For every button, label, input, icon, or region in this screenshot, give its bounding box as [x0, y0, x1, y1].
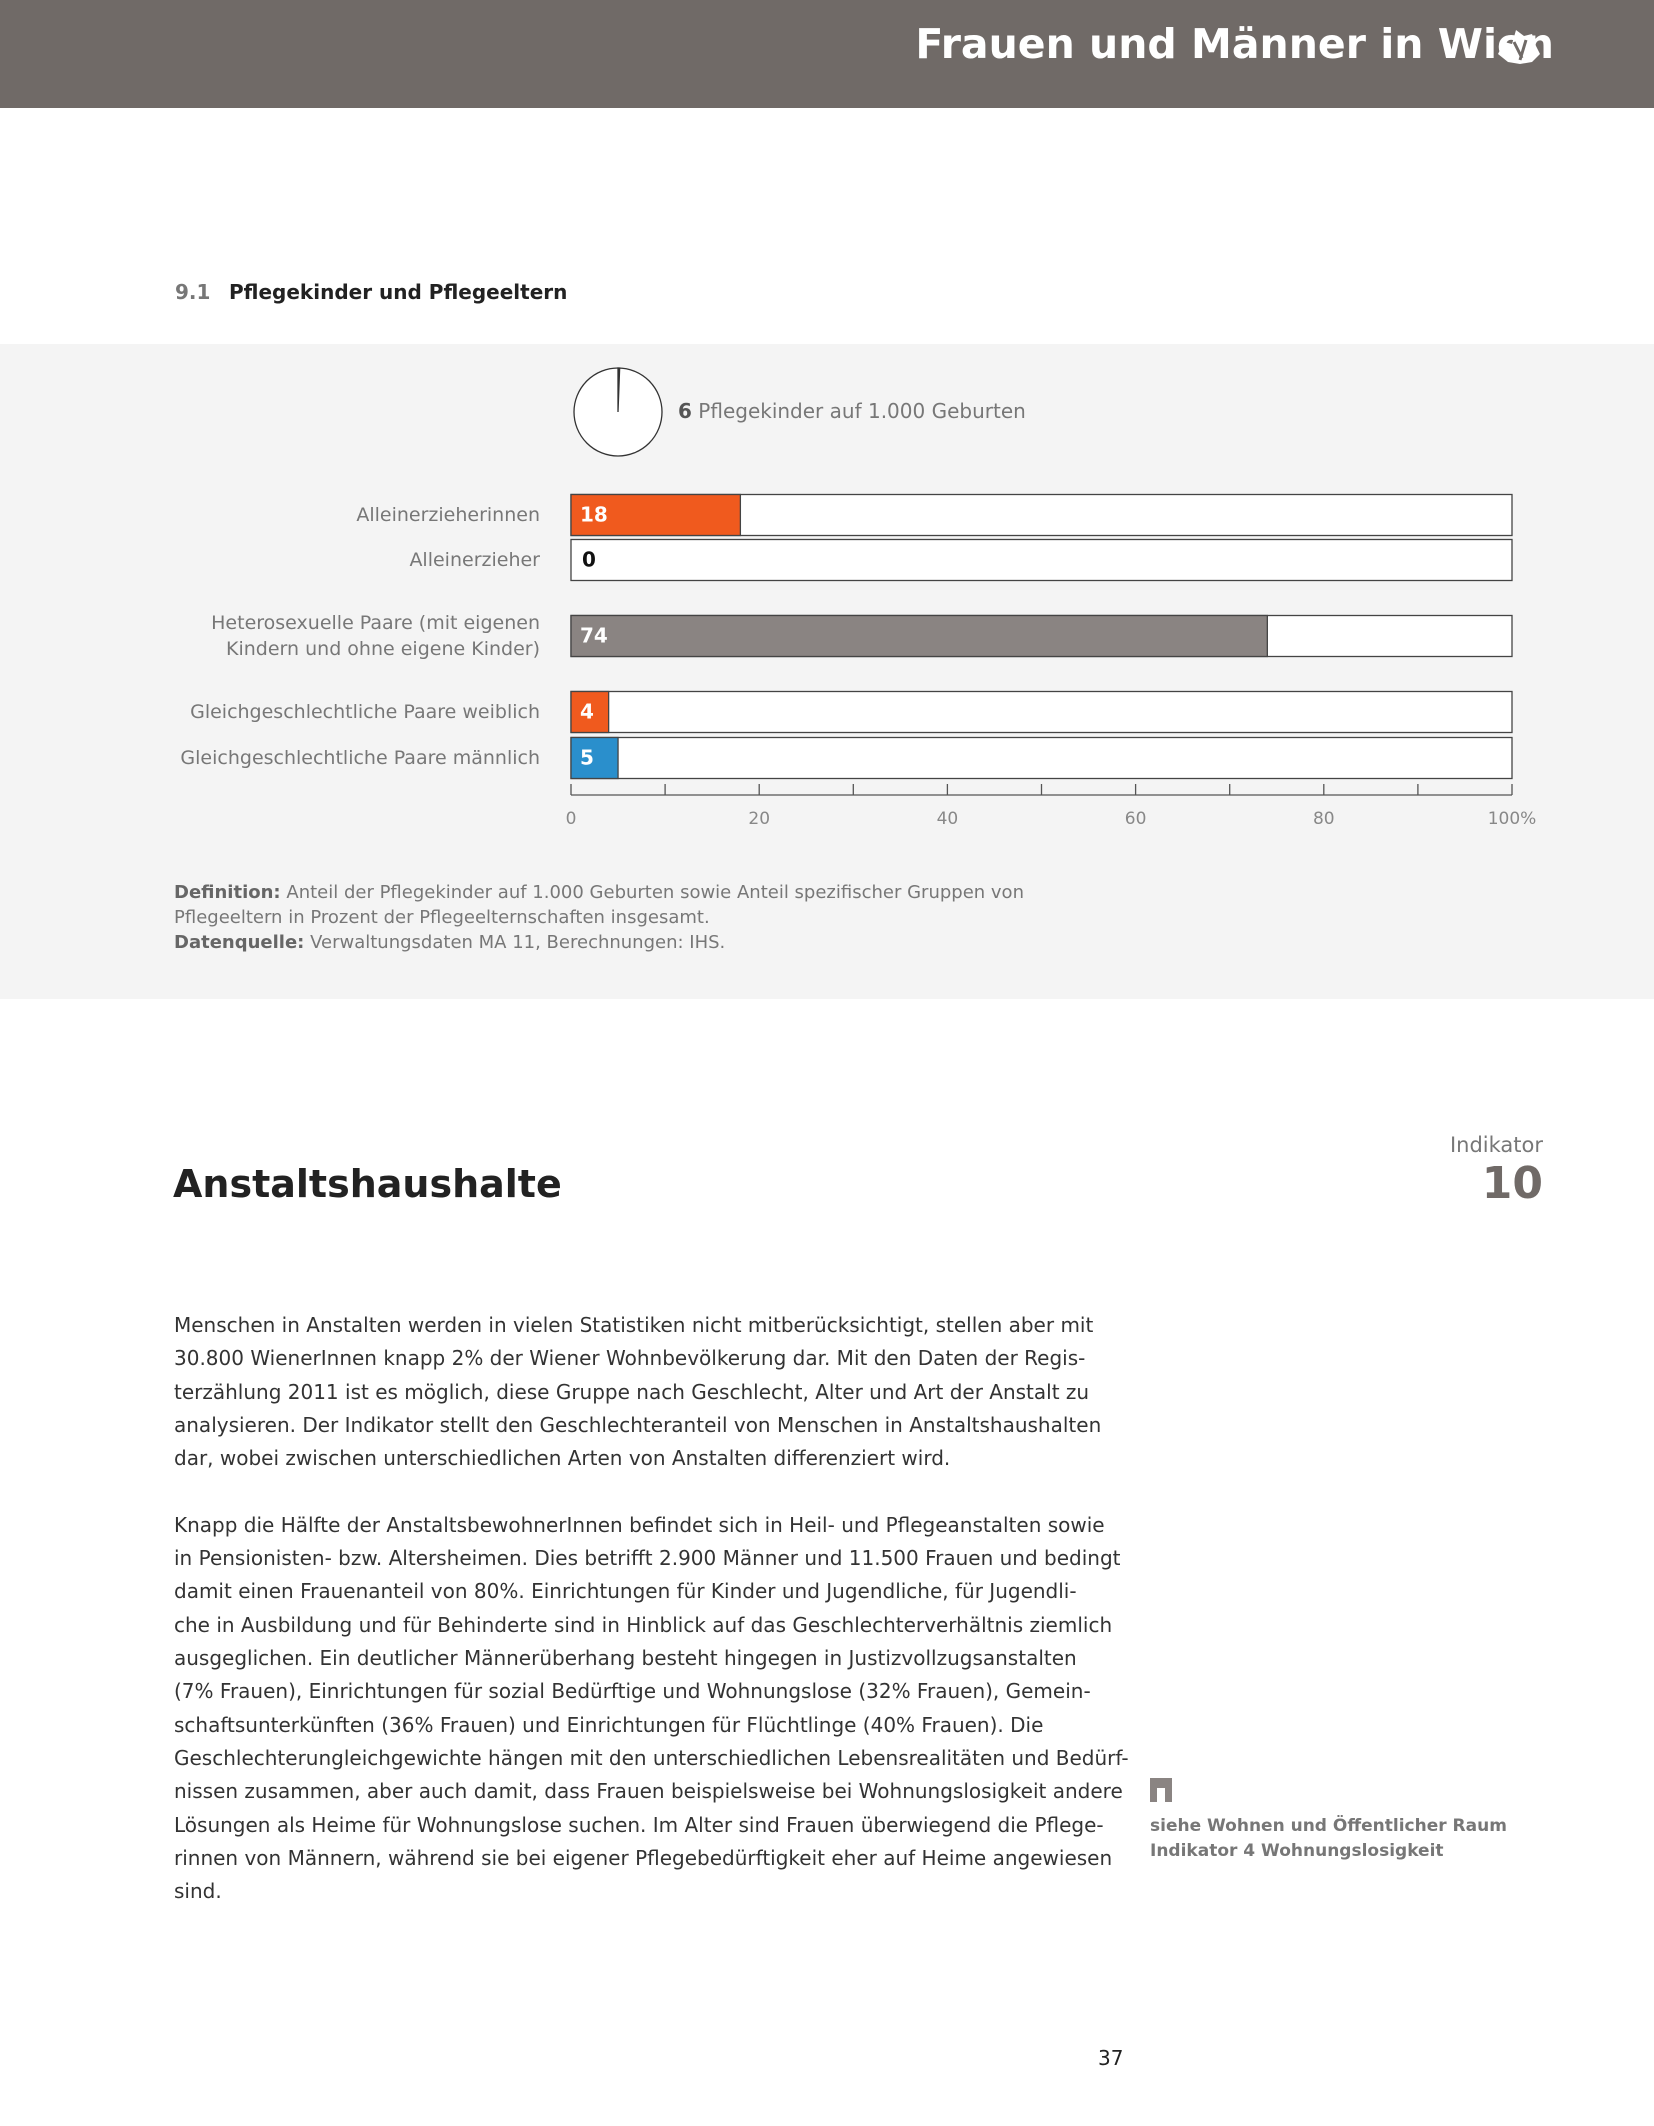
pie-slice	[617, 367, 621, 413]
category-label: Heterosexuelle Paare (mit eigenen Kinder…	[211, 612, 540, 660]
sidebar-line: siehe Wohnen und Öffentlicher Raum	[1150, 1816, 1507, 1836]
body-line: ausgeglichen. Ein deutlicher Männerüberh…	[174, 1646, 1077, 1670]
body-line: (7% Frauen), Einrichtungen für sozial Be…	[174, 1679, 1091, 1704]
section-number: 9.1	[175, 280, 211, 304]
x-tick-label: 0	[566, 809, 577, 829]
body-line: in Pensionisten- bzw. Altersheimen. Dies…	[174, 1546, 1121, 1571]
body-line: rinnen von Männern, während sie bei eige…	[174, 1845, 1113, 1870]
sidebar-note: siehe Wohnen und Öffentlicher Raum Indik…	[1150, 1814, 1507, 1864]
pie-caption: 6 Pflegekinder auf 1.000 Geburten	[678, 399, 1026, 423]
bar	[570, 614, 1268, 658]
bar-frame	[570, 690, 1513, 734]
bar-value-label: 0	[582, 548, 596, 572]
header-bar: Frauen und Männer in Wien	[0, 0, 1654, 108]
x-tick-label: 80	[1313, 809, 1335, 829]
body-line: damit einen Frauenanteil von 80%. Einric…	[174, 1579, 1077, 1604]
page-number: 37	[1098, 2046, 1124, 2070]
source-text: Verwaltungsdaten MA 11, Berechnungen: IH…	[310, 932, 726, 953]
chart-panel	[0, 344, 1654, 999]
body-line: che in Ausbildung und für Behinderte sin…	[174, 1612, 1113, 1637]
category-label: Alleinerzieher	[409, 549, 540, 571]
pie-value: 6	[678, 399, 692, 423]
category-label: Gleichgeschlechtliche Paare weiblich	[190, 701, 540, 723]
body-line: nissen zusammen, aber auch damit, dass F…	[174, 1779, 1123, 1804]
body-line: terzählung 2011 ist es möglich, diese Gr…	[174, 1379, 1090, 1404]
bar	[570, 493, 742, 537]
indicator-number: 10	[1481, 1158, 1543, 1209]
body-line: schaftsunterkünften (36% Frauen) und Ein…	[174, 1712, 1044, 1737]
bar	[570, 690, 610, 734]
body-line: Lösungen als Heime für Wohnungslose such…	[174, 1812, 1104, 1837]
category-label: Alleinerzieherinnen	[356, 504, 540, 526]
body-line: 30.800 WienerInnen knapp 2% der Wiener W…	[174, 1346, 1086, 1371]
bar-frame	[570, 538, 1513, 582]
bar-value-label: 74	[580, 624, 608, 648]
body-line: sind.	[174, 1879, 222, 1904]
body-line: analysieren. Der Indikator stellt den Ge…	[174, 1412, 1102, 1437]
sidebar-icon	[1150, 1778, 1172, 1802]
chart: 6 Pflegekinder auf 1.000 Geburten 18 0 74 4 5…	[566, 367, 1537, 829]
pie-label: Pflegekinder auf 1.000 Geburten	[698, 399, 1026, 423]
category-label: Gleichgeschlechtliche Paare männlich	[180, 747, 540, 769]
definition: Definition: Anteil der Pflegekinder auf …	[174, 880, 1134, 955]
body-line: Knapp die Hälfte der AnstaltsbewohnerInn…	[174, 1512, 1105, 1537]
sidebar-line: Indikator 4 Wohnungslosigkeit	[1150, 1841, 1444, 1861]
x-tick-label: 20	[748, 809, 770, 829]
bar-value-label: 4	[580, 700, 594, 724]
bar-value-label: 5	[580, 746, 594, 770]
body-line: Geschlechterungleichgewichte hängen mit …	[174, 1745, 1129, 1770]
bar	[570, 736, 619, 780]
x-tick-label: 40	[937, 809, 959, 829]
bar-frame	[570, 736, 1513, 780]
x-tick-label: 100%	[1488, 809, 1537, 829]
section-title: Pflegekinder und Pflegeeltern	[229, 280, 568, 304]
x-tick-label: 60	[1125, 809, 1147, 829]
bar-value-label: 18	[580, 503, 608, 527]
source-label: Datenquelle:	[174, 932, 305, 953]
definition-text: Anteil der Pflegekinder auf 1.000 Geburt…	[174, 882, 1024, 928]
logo-icon	[1498, 30, 1540, 64]
indicator-label: Indikator	[1449, 1133, 1543, 1157]
body-line: dar, wobei zwischen unterschiedlichen Ar…	[174, 1446, 951, 1471]
definition-label: Definition:	[174, 882, 281, 903]
header-title: Frauen und Männer in Wien	[915, 20, 1554, 68]
indicator-title: Anstaltshaushalte	[173, 1162, 562, 1206]
body-line: Menschen in Anstalten werden in vielen S…	[174, 1313, 1094, 1337]
